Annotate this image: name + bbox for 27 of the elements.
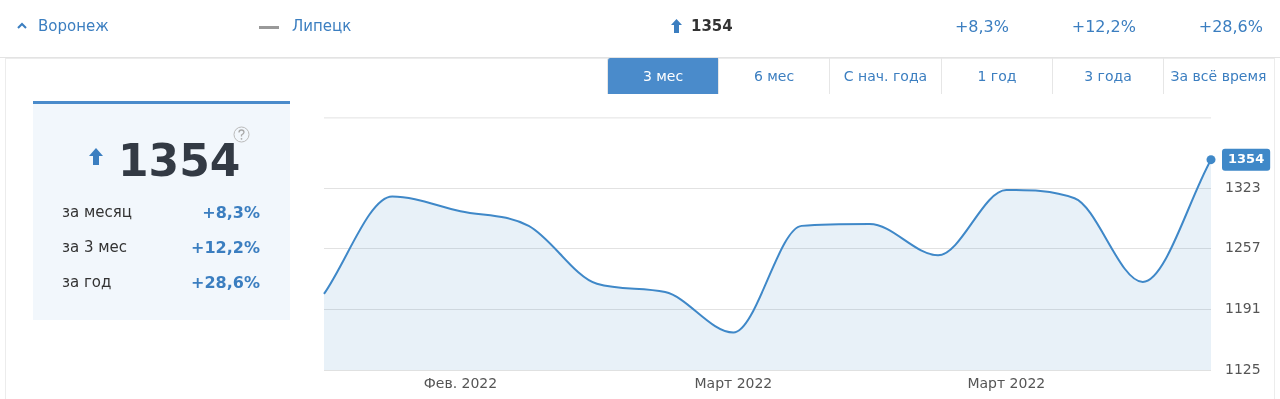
- text: 1354: [691, 17, 733, 35]
- text: за год: [62, 273, 112, 291]
- text: +12,2%: [1071, 17, 1136, 36]
- text: 3 мес: [607, 58, 718, 94]
- text: Воронеж: [38, 17, 109, 35]
- text: 3 года: [1052, 58, 1163, 94]
- text: За всё время: [1163, 58, 1273, 94]
- text: 6 мес: [718, 58, 829, 94]
- x-tick-label: Март 2022: [694, 375, 773, 392]
- text: +8,3%: [954, 17, 1009, 36]
- x-tick-label: Фев. 2022: [423, 375, 498, 392]
- y-tick-label: 1125: [1225, 360, 1261, 377]
- x-tick-label: Март 2022: [967, 375, 1046, 392]
- text: Липецк: [292, 17, 352, 35]
- text: +28,6%: [1198, 17, 1263, 36]
- y-tick-label: 1191: [1225, 300, 1261, 317]
- text: +12,2%: [191, 238, 260, 257]
- text: 1 год: [941, 58, 1052, 94]
- text: С нач. года: [829, 58, 941, 94]
- text: +28,6%: [191, 273, 260, 292]
- text: за месяц: [62, 203, 132, 221]
- text: 1354: [118, 135, 241, 186]
- data-label: 1354: [1228, 151, 1265, 167]
- text: +8,3%: [202, 203, 260, 222]
- text: за 3 мес: [62, 238, 128, 256]
- y-tick-label: 1257: [1225, 239, 1261, 256]
- y-tick-label: 1323: [1225, 178, 1261, 195]
